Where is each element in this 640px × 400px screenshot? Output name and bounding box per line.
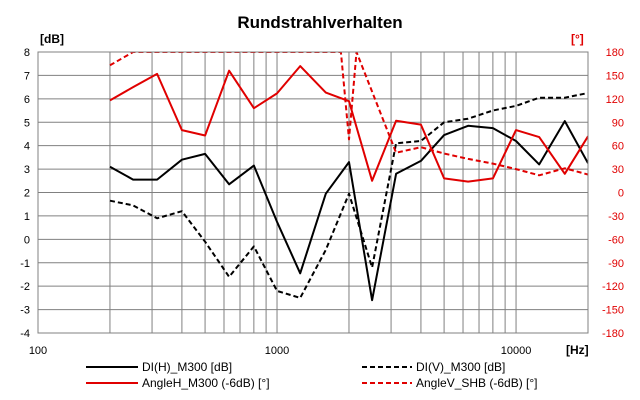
y-tick-label: -4 bbox=[20, 328, 30, 340]
y-tick-label: 3 bbox=[24, 164, 30, 176]
y-tick-label: 7 bbox=[24, 70, 30, 82]
y2-tick-label: 150 bbox=[606, 70, 624, 82]
y-tick-label: 6 bbox=[24, 94, 30, 106]
y2-axis-unit-label: [°] bbox=[571, 32, 584, 46]
series-lines bbox=[109, 52, 588, 302]
y2-tick-label: 60 bbox=[612, 141, 624, 153]
y2-tick-label: -180 bbox=[602, 328, 624, 340]
y-tick-label: -3 bbox=[20, 305, 30, 317]
series-angle-v-line bbox=[109, 52, 588, 177]
y-tick-label: 1 bbox=[24, 211, 30, 223]
y-tick-label: 5 bbox=[24, 117, 30, 129]
y2-tick-label: 180 bbox=[606, 47, 624, 59]
y-tick-label: -2 bbox=[20, 281, 30, 293]
legend-label-di-v: DI(V)_M300 [dB] bbox=[416, 360, 505, 374]
series-di-v-line bbox=[109, 92, 588, 299]
y-tick-label: -1 bbox=[20, 258, 30, 270]
legend-label-angle-v: AngleV_SHB (-6dB) [°] bbox=[416, 376, 538, 390]
y-tick-label: 8 bbox=[24, 47, 30, 59]
legend-label-di-h: DI(H)_M300 [dB] bbox=[142, 360, 232, 374]
x-tick-label: 1000 bbox=[265, 345, 289, 357]
y2-tick-label: -90 bbox=[608, 258, 624, 270]
y2-tick-label: 120 bbox=[606, 94, 624, 106]
y-tick-label: 2 bbox=[24, 188, 30, 200]
y-tick-label: 0 bbox=[24, 234, 30, 246]
legend: DI(H)_M300 [dB] DI(V)_M300 [dB] AngleH_M… bbox=[86, 360, 538, 390]
chart-title: Rundstrahlverhalten bbox=[237, 13, 402, 32]
y2-tick-label: -120 bbox=[602, 281, 624, 293]
x-tick-label: 10000 bbox=[501, 345, 532, 357]
series-angle-h-line bbox=[109, 65, 588, 183]
x-axis-unit-label: [Hz] bbox=[566, 343, 589, 357]
y2-tick-label: -150 bbox=[602, 305, 624, 317]
y-tick-label: 4 bbox=[24, 141, 30, 153]
y2-tick-label: 30 bbox=[612, 164, 624, 176]
y-axis-unit-label: [dB] bbox=[40, 32, 64, 46]
y2-tick-label: -60 bbox=[608, 234, 624, 246]
y2-tick-label: 90 bbox=[612, 117, 624, 129]
plot-area-frame bbox=[37, 51, 589, 334]
y2-tick-label: -30 bbox=[608, 211, 624, 223]
legend-label-angle-h: AngleH_M300 (-6dB) [°] bbox=[142, 376, 270, 390]
tick-labels: 8 7 6 5 4 3 2 1 0 -1 -2 -3 -4 180 150 120 90 60 30 0 -30 -60 -… bbox=[20, 47, 624, 357]
series-di-h-line bbox=[109, 120, 588, 302]
y2-tick-label: 0 bbox=[618, 188, 624, 200]
x-tick-label: 100 bbox=[29, 345, 47, 357]
